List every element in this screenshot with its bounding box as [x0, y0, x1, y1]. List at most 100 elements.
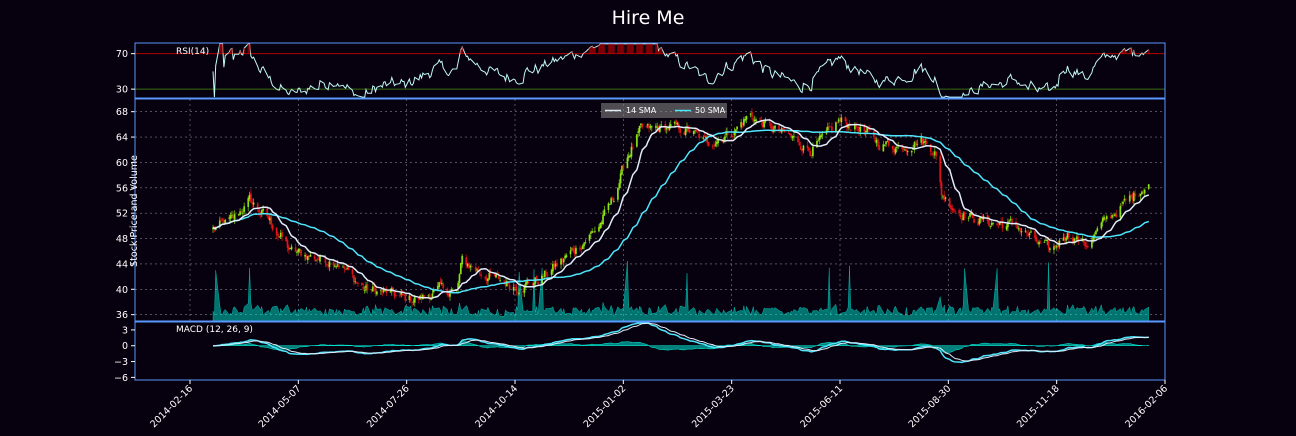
candle-body [1011, 219, 1013, 223]
candle-body [1134, 194, 1136, 196]
candle-body [543, 277, 545, 278]
candle-body [380, 290, 382, 291]
candle-body [945, 197, 947, 198]
rsi-overbought-fill [623, 44, 625, 54]
candle-body [563, 259, 565, 262]
candle-body [626, 158, 628, 169]
candle-body [1125, 199, 1127, 200]
candle-body [660, 125, 662, 126]
candle-body [964, 212, 966, 218]
legend-label-50: 50 SMA [695, 106, 726, 115]
candle-body [276, 228, 278, 235]
candle-body [345, 269, 347, 270]
candle-body [836, 122, 838, 123]
rsi-overbought-fill [1144, 53, 1146, 54]
candle-body [803, 146, 805, 151]
rsi-label: RSI(14) [176, 47, 209, 57]
candle-body [575, 248, 577, 254]
candle-body [935, 152, 937, 156]
candle-body [1106, 216, 1108, 219]
candle-body [362, 287, 364, 290]
candle-body [708, 142, 710, 146]
candle-body [449, 293, 451, 296]
x-tick-label: 2015-06-11 [798, 383, 845, 430]
candle-body [335, 266, 337, 267]
candle-body [1019, 228, 1021, 231]
candle-body [352, 270, 354, 274]
candle-body [1044, 242, 1046, 243]
candle-body [461, 256, 463, 264]
price-tick-label: 64 [116, 133, 128, 144]
candle-body [916, 144, 918, 145]
candle-body [295, 247, 297, 251]
x-tick-label: 2014-10-14 [473, 383, 520, 430]
rsi-overbought-fill [750, 52, 752, 54]
candle-body [724, 136, 726, 140]
candle-body [617, 188, 619, 200]
candle-body [583, 243, 585, 246]
candle-body [693, 131, 695, 134]
candle-body [364, 290, 366, 291]
candle-body [291, 247, 293, 250]
candle-body [495, 275, 497, 278]
candle-body [602, 215, 604, 224]
candle-body [922, 139, 924, 144]
candle-body [253, 203, 255, 205]
candle-body [612, 199, 614, 200]
macd-line [213, 323, 1149, 362]
candle-body [751, 112, 753, 117]
candle-body [603, 209, 605, 215]
candle-body [878, 145, 880, 150]
x-tick-label: 2015-11-18 [1015, 383, 1062, 430]
macd-signal-line [213, 323, 1149, 361]
candle-body [1021, 231, 1023, 232]
candle-body [670, 124, 672, 126]
candle-body [622, 165, 624, 169]
rsi-overbought-fill [571, 52, 573, 54]
candle-body [560, 259, 562, 265]
candle-body [222, 219, 224, 220]
x-tick-label: 2015-03-23 [690, 383, 737, 430]
candle-body [717, 140, 719, 143]
candle-body [850, 130, 852, 131]
candle-body [698, 134, 700, 138]
candle-body [1096, 228, 1098, 231]
candle-body [632, 147, 634, 148]
candle-body [545, 272, 547, 274]
candle-body [905, 149, 907, 151]
x-tick-label: 2014-02-16 [148, 383, 195, 430]
macd-tick-label: −6 [114, 373, 128, 384]
candle-body [296, 252, 298, 253]
candle-body [736, 126, 738, 129]
candle-body [645, 126, 647, 127]
candle-body [258, 209, 260, 212]
candle-body [1068, 232, 1070, 237]
rsi-overbought-fill [1148, 50, 1150, 54]
candle-body [1122, 202, 1124, 204]
rsi-overbought-fill [594, 47, 596, 53]
x-tick-label: 2014-05-07 [257, 383, 304, 430]
x-tick-label: 2014-07-26 [365, 383, 412, 430]
candle-body [361, 283, 363, 285]
rsi-overbought-fill [249, 44, 251, 54]
candle-body [509, 285, 511, 289]
rsi-overbought-fill [243, 48, 245, 54]
price-frame [135, 99, 1165, 321]
candle-body [242, 213, 244, 214]
candle-body [992, 223, 994, 224]
candle-body [585, 242, 587, 243]
candle-body [366, 284, 368, 290]
candle-body [888, 141, 890, 146]
candle-body [537, 282, 539, 284]
candle-body [376, 291, 378, 294]
rsi-overbought-fill [613, 44, 615, 54]
candle-body [697, 131, 699, 132]
candle-body [849, 123, 851, 128]
candle-body [1046, 240, 1048, 241]
candle-body [547, 274, 549, 275]
candle-body [798, 142, 800, 145]
candle-body [395, 295, 397, 296]
x-tick-label: 2015-01-02 [582, 383, 629, 430]
candle-body [759, 119, 761, 120]
